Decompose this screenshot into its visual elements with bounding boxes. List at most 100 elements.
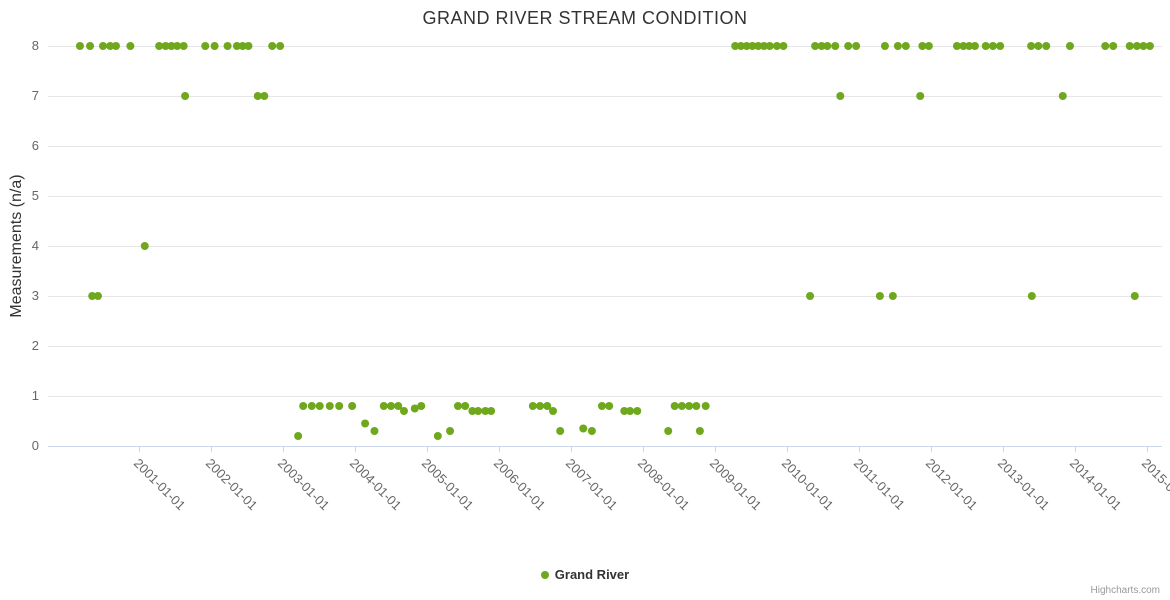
data-point[interactable] <box>664 427 673 435</box>
data-point[interactable] <box>970 42 979 50</box>
data-point[interactable] <box>731 42 740 50</box>
data-point[interactable] <box>916 92 925 100</box>
data-point[interactable] <box>597 402 606 410</box>
data-point[interactable] <box>99 42 108 50</box>
data-point[interactable] <box>167 42 176 50</box>
data-point[interactable] <box>736 42 745 50</box>
data-point[interactable] <box>779 42 788 50</box>
data-point[interactable] <box>901 42 910 50</box>
data-point[interactable] <box>952 42 961 50</box>
data-point[interactable] <box>299 402 308 410</box>
data-point[interactable] <box>988 42 997 50</box>
data-point[interactable] <box>461 402 470 410</box>
credits-link[interactable]: Highcharts.com <box>1090 585 1160 596</box>
data-point[interactable] <box>361 419 370 428</box>
data-point[interactable] <box>1130 292 1139 300</box>
data-point[interactable] <box>210 42 219 50</box>
data-point[interactable] <box>1058 92 1067 100</box>
data-point[interactable] <box>126 42 135 50</box>
data-point[interactable] <box>888 292 897 300</box>
data-point[interactable] <box>823 42 832 50</box>
data-point[interactable] <box>685 402 694 410</box>
data-point[interactable] <box>587 427 596 435</box>
data-point[interactable] <box>417 402 426 410</box>
data-point[interactable] <box>1139 42 1148 50</box>
data-point[interactable] <box>880 42 889 50</box>
data-point[interactable] <box>335 402 344 410</box>
data-point[interactable] <box>1027 42 1036 50</box>
data-point[interactable] <box>394 402 403 410</box>
data-point[interactable] <box>772 42 781 50</box>
data-point[interactable] <box>75 42 84 50</box>
data-point[interactable] <box>579 424 588 433</box>
data-point[interactable] <box>253 92 262 100</box>
data-point[interactable] <box>453 402 462 410</box>
data-point[interactable] <box>433 432 442 440</box>
data-point[interactable] <box>481 407 490 415</box>
data-point[interactable] <box>875 292 884 300</box>
data-point[interactable] <box>244 42 253 50</box>
data-point[interactable] <box>201 42 210 50</box>
data-point[interactable] <box>179 42 188 50</box>
data-point[interactable] <box>93 292 102 300</box>
data-point[interactable] <box>844 42 853 50</box>
legend-item-grand-river[interactable]: Grand River <box>540 567 629 582</box>
data-point[interactable] <box>806 292 815 300</box>
data-point[interactable] <box>965 42 974 50</box>
data-point[interactable] <box>1065 42 1074 50</box>
data-point[interactable] <box>1042 42 1051 50</box>
data-point[interactable] <box>487 407 496 415</box>
data-point[interactable] <box>387 402 396 410</box>
data-point[interactable] <box>1027 292 1036 300</box>
data-point[interactable] <box>161 42 170 50</box>
data-point[interactable] <box>742 42 751 50</box>
data-point[interactable] <box>1132 42 1141 50</box>
data-point[interactable] <box>1034 42 1043 50</box>
data-point[interactable] <box>817 42 826 50</box>
data-point[interactable] <box>1125 42 1134 50</box>
data-point[interactable] <box>173 42 182 50</box>
data-point[interactable] <box>677 402 686 410</box>
data-point[interactable] <box>88 292 97 300</box>
data-point[interactable] <box>325 402 334 410</box>
data-point[interactable] <box>155 42 164 50</box>
data-point[interactable] <box>765 42 774 50</box>
data-point[interactable] <box>759 42 768 50</box>
data-point[interactable] <box>996 42 1005 50</box>
data-point[interactable] <box>111 42 120 50</box>
data-point[interactable] <box>260 92 269 100</box>
data-point[interactable] <box>399 407 408 415</box>
data-point[interactable] <box>748 42 757 50</box>
data-point[interactable] <box>620 407 629 415</box>
data-point[interactable] <box>410 404 419 413</box>
data-point[interactable] <box>223 42 232 50</box>
data-point[interactable] <box>536 402 545 410</box>
data-point[interactable] <box>543 402 552 410</box>
data-point[interactable] <box>918 42 927 50</box>
data-point[interactable] <box>86 42 95 50</box>
data-point[interactable] <box>692 402 701 410</box>
data-point[interactable] <box>831 42 840 50</box>
data-point[interactable] <box>836 92 845 100</box>
data-point[interactable] <box>528 402 537 410</box>
data-point[interactable] <box>348 402 357 410</box>
data-point[interactable] <box>232 42 241 50</box>
data-point[interactable] <box>893 42 902 50</box>
data-point[interactable] <box>981 42 990 50</box>
data-point[interactable] <box>140 242 149 250</box>
data-point[interactable] <box>268 42 277 50</box>
data-point[interactable] <box>605 402 614 410</box>
data-point[interactable] <box>307 402 316 410</box>
data-point[interactable] <box>754 42 763 50</box>
data-point[interactable] <box>468 407 477 415</box>
data-point[interactable] <box>238 42 247 50</box>
data-point[interactable] <box>474 407 483 415</box>
data-point[interactable] <box>294 432 303 440</box>
data-point[interactable] <box>556 427 565 435</box>
data-point[interactable] <box>959 42 968 50</box>
data-point[interactable] <box>695 427 704 435</box>
data-point[interactable] <box>379 402 388 410</box>
data-point[interactable] <box>370 427 379 435</box>
data-point[interactable] <box>446 427 455 435</box>
data-point[interactable] <box>276 42 285 50</box>
